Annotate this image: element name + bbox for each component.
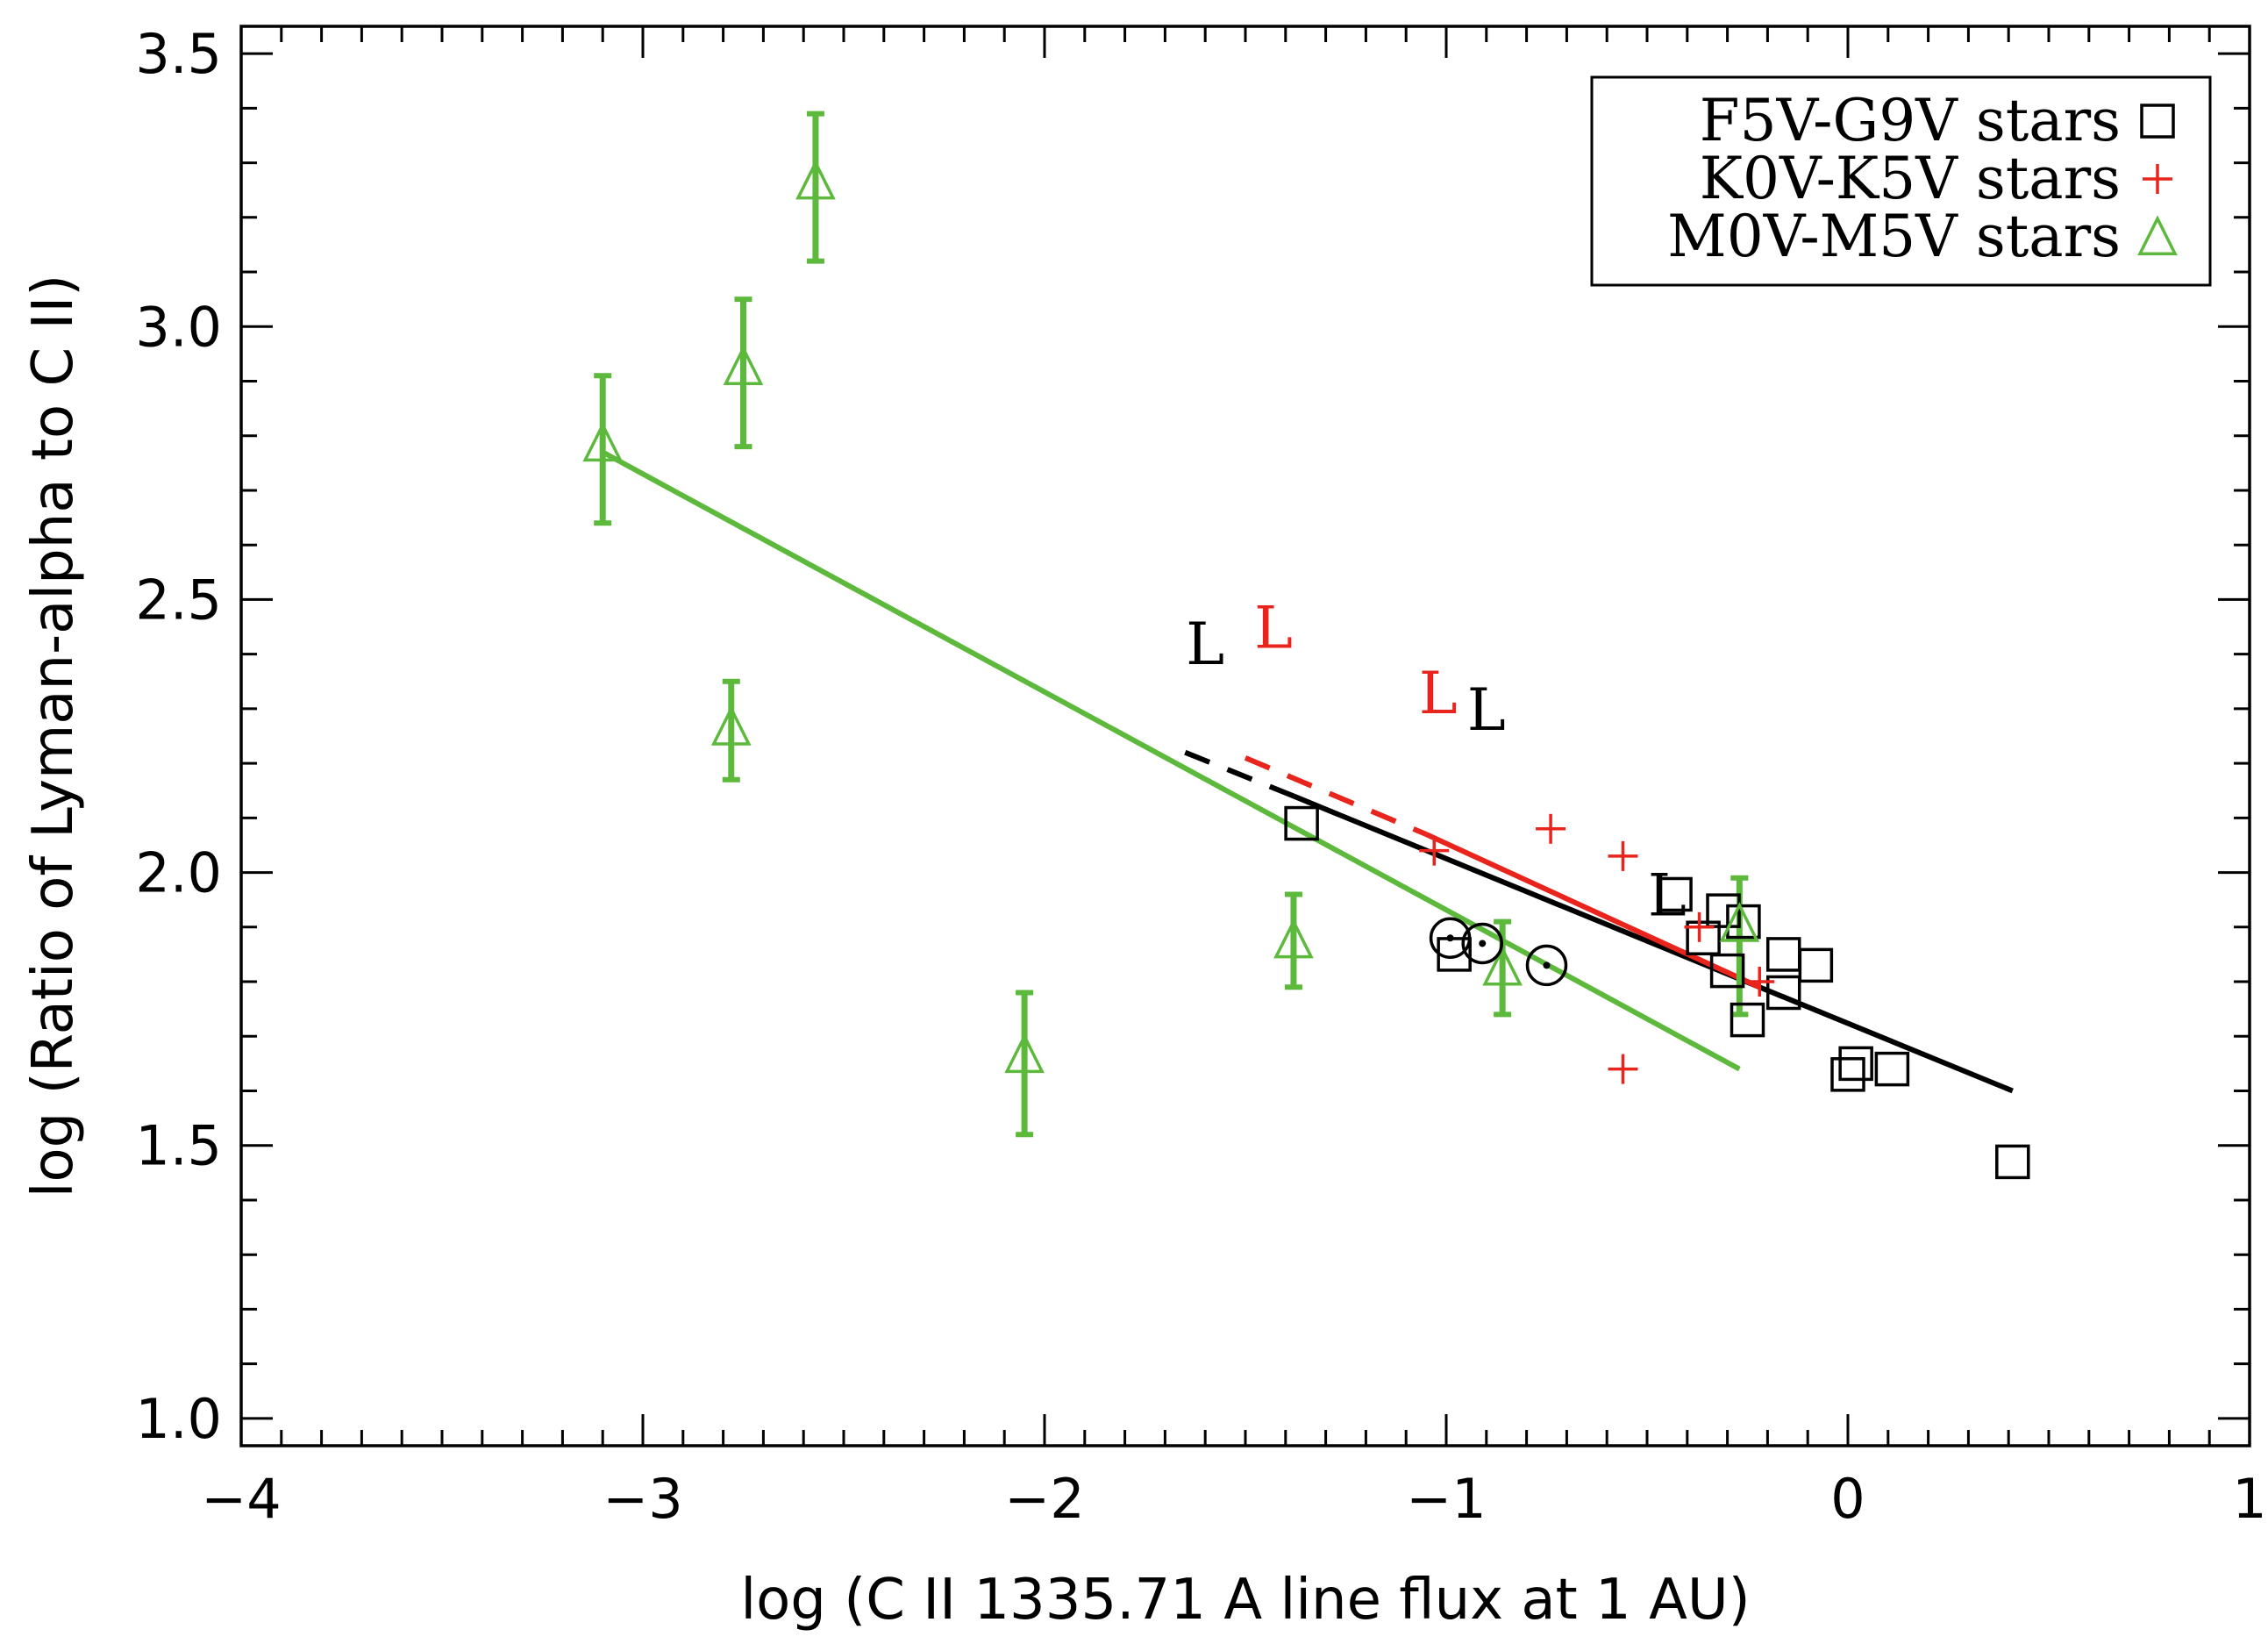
error-bar [594,373,612,526]
upper-limit-markers: L LL LL [1186,595,1687,930]
error-bar [734,297,752,450]
error-bar [722,678,740,783]
square-marker [1874,1051,1910,1087]
square-marker [1686,920,1721,956]
plus-marker [1744,967,1775,997]
square-marker [1709,953,1745,989]
triangle-marker [795,159,836,200]
data-markers [582,159,2030,1180]
error-bar [1284,891,1302,990]
triangle-marker [710,705,752,746]
fit-line-solid [1292,793,2014,1094]
upper-limit-marker: L [1186,611,1224,678]
sun-marker [1525,944,1568,987]
legend-label-f-stars: F5V-G9V stars [1700,87,2121,154]
triangle-marker [2137,215,2178,255]
x-tick-label: −4 [201,1467,281,1531]
fit-line-dashed [1244,755,1428,837]
square-marker [1706,893,1741,928]
triangle-marker [1004,1033,1045,1074]
upper-limit-marker: L [1648,861,1687,929]
square-marker [1995,1144,2030,1180]
error-bars [594,111,1749,1138]
upper-limit-marker: L [1467,676,1506,744]
sun-marker [1461,922,1503,965]
plus-marker [2143,164,2172,194]
triangle-marker [723,345,764,386]
triangle-marker [1482,945,1523,986]
fit-line-solid [1424,832,1761,990]
sun-circle [1525,944,1568,987]
sun-circle [1429,917,1472,960]
x-tick-label: −1 [1406,1467,1486,1531]
x-axis-ticks: −4 −3 −2 −1 0 1 [201,26,2267,1531]
y-axis-ticks: 1.0 1.5 2.0 2.5 3.0 3.5 [135,22,2250,1451]
triangle-marker [582,421,624,462]
square-marker [2140,104,2175,139]
y-tick-label: 1.0 [135,1387,222,1451]
x-tick-label: −2 [1004,1467,1084,1531]
y-tick-label: 3.0 [135,295,222,359]
y-axis-label: log (Ratio of Lyman-alpha to C II) [21,275,86,1198]
plus-marker [1684,911,1715,942]
plus-marker [1608,1054,1638,1084]
square-marker [1730,1002,1765,1038]
y-tick-label: 2.5 [135,568,222,632]
error-bar [1016,990,1034,1138]
plus-marker [1536,813,1566,844]
sun-dot [1479,940,1487,947]
y-tick-label: 1.5 [135,1114,222,1178]
square-marker [1726,904,1761,940]
error-bar [806,111,824,264]
upper-limit-marker: L [1254,595,1293,662]
y-tick-label: 3.5 [135,22,222,86]
x-tick-label: 0 [1830,1467,1865,1531]
sun-marker [1429,917,1472,960]
legend-label-m-stars: M0V-M5V stars [1667,203,2121,270]
legend-label-k-stars: K0V-K5V stars [1700,145,2121,212]
sun-circle [1461,922,1503,965]
square-marker [1765,975,1801,1011]
legend-box [1590,75,2212,287]
error-bar [1494,918,1512,1018]
x-tick-label: 1 [2232,1467,2266,1531]
x-axis-label: log (C II 1335.71 A line flux at 1 AU) [740,1568,1750,1633]
legend: F5V-G9V stars K0V-K5V stars M0V-M5V star… [1590,75,2212,287]
square-marker [1658,876,1693,912]
plus-marker [1608,840,1638,871]
square-marker [1830,1057,1865,1092]
square-marker [1838,1046,1873,1082]
x-tick-label: −3 [603,1467,682,1531]
square-marker [1284,805,1319,841]
triangle-marker [1273,918,1314,959]
y-tick-label: 2.0 [135,841,222,905]
fit-line-dashed [1184,749,1295,799]
square-marker [1798,947,1834,983]
triangle-marker [1719,902,1760,942]
plus-marker [1419,835,1450,866]
sun-dot [1543,961,1551,969]
sun-dot [1446,934,1454,942]
upper-limit-marker: L [1419,660,1458,727]
